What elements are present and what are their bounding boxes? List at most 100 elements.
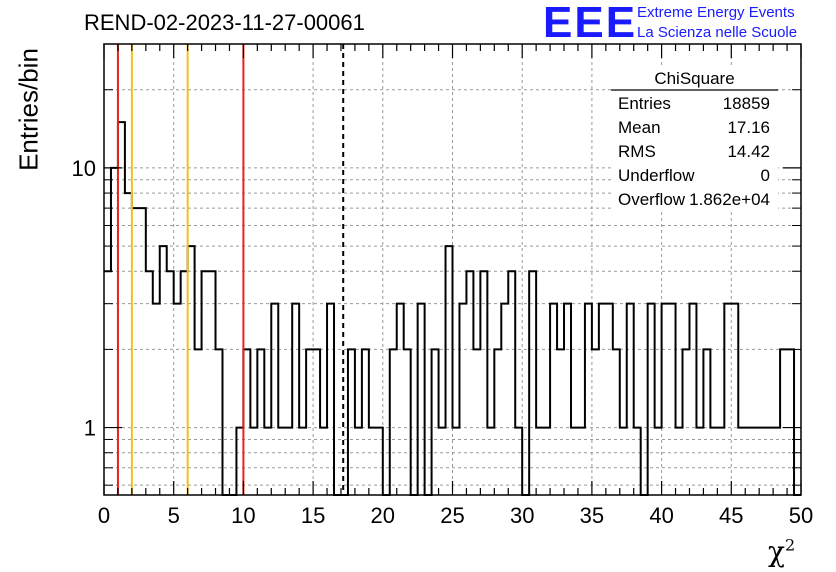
- histogram-bin: [766, 428, 773, 495]
- histogram-bin: [745, 428, 752, 495]
- histogram-bin: [536, 428, 543, 495]
- histogram-bin: [676, 428, 683, 495]
- histogram-bin: [529, 271, 536, 495]
- histogram-bin: [446, 246, 453, 495]
- histogram-bin: [216, 349, 223, 495]
- histogram-bin: [669, 304, 676, 495]
- histogram-bin: [710, 428, 717, 495]
- eee-logo: EEE: [543, 0, 638, 47]
- histogram-bin: [473, 349, 480, 495]
- histogram-bin: [592, 349, 599, 495]
- histogram-bin: [655, 428, 662, 495]
- histogram-bin: [578, 428, 585, 495]
- histogram-bin: [459, 304, 466, 495]
- chart-title: REND-02-2023-11-27-00061: [84, 10, 365, 35]
- stats-value: 0: [761, 166, 770, 185]
- x-tick-label: 40: [649, 503, 673, 528]
- histogram-bin: [689, 304, 696, 495]
- histogram-bin: [564, 304, 571, 495]
- histogram-bin: [627, 304, 634, 495]
- histogram-bin: [285, 428, 292, 495]
- histogram-bin: [202, 271, 209, 495]
- histogram-bin: [494, 349, 501, 495]
- histogram-bin: [453, 428, 460, 495]
- histogram-bin: [160, 246, 167, 495]
- histogram-bin: [738, 428, 745, 495]
- logo-line1: Extreme Energy Events: [637, 4, 795, 21]
- histogram-bin: [599, 304, 606, 495]
- histogram-bin: [257, 349, 264, 495]
- histogram-bin: [181, 271, 188, 495]
- histogram-bin: [620, 428, 627, 495]
- histogram-bin: [390, 349, 397, 495]
- histogram-bin: [571, 428, 578, 495]
- x-tick-label: 30: [510, 503, 534, 528]
- histogram-bin: [139, 208, 146, 495]
- histogram-bin: [418, 304, 425, 495]
- histogram-bin: [355, 428, 362, 495]
- histogram-bin: [543, 428, 550, 495]
- x-tick-label: 45: [719, 503, 743, 528]
- y-tick-label: 1: [84, 416, 96, 441]
- histogram-line: [104, 121, 801, 496]
- histogram-bin: [787, 349, 794, 495]
- histogram-bin: [606, 304, 613, 495]
- histogram-bin: [662, 304, 669, 495]
- histogram-bin: [466, 271, 473, 495]
- histogram-bin: [780, 349, 787, 495]
- histogram-bin: [125, 193, 132, 495]
- histogram-bin: [188, 246, 195, 495]
- histogram-bin: [271, 304, 278, 495]
- x-tick-label: 15: [301, 503, 325, 528]
- histogram-bin: [292, 304, 299, 495]
- stats-label: Mean: [618, 118, 661, 137]
- histogram-bin: [327, 304, 334, 495]
- histogram-bin: [487, 428, 494, 495]
- x-axis-label: χ2: [768, 535, 796, 568]
- histogram-bin: [550, 304, 557, 495]
- y-tick-label: 10: [72, 156, 96, 181]
- histogram-bin: [111, 168, 118, 495]
- x-tick-label: 0: [98, 503, 110, 528]
- histogram-bin: [404, 349, 411, 495]
- histogram-bin: [613, 349, 620, 495]
- histogram-bin: [209, 271, 216, 495]
- histogram-bin: [264, 428, 271, 495]
- logo-line2: La Scienza nelle Scuole: [637, 24, 798, 41]
- histogram-bin: [369, 428, 376, 495]
- stats-value: 18859: [723, 94, 770, 113]
- histogram-bin: [717, 428, 724, 495]
- histogram-bin: [313, 349, 320, 495]
- histogram-bin: [174, 304, 181, 495]
- x-tick-label: 20: [371, 503, 395, 528]
- histogram-bin: [648, 304, 655, 495]
- histogram-bin: [557, 349, 564, 495]
- histogram-bin: [299, 428, 306, 495]
- histogram-bin: [683, 349, 690, 495]
- x-tick-label: 25: [440, 503, 464, 528]
- x-tick-label: 5: [168, 503, 180, 528]
- histogram-bin: [752, 428, 759, 495]
- histogram-bin: [759, 428, 766, 495]
- histogram-bin: [696, 428, 703, 495]
- histogram-bin: [320, 428, 327, 495]
- x-tick-label: 10: [231, 503, 255, 528]
- histogram-bin: [195, 349, 202, 495]
- stats-label: RMS: [618, 142, 656, 161]
- histogram-bin: [153, 304, 160, 495]
- stats-box-title: ChiSquare: [654, 69, 734, 88]
- histogram-bin: [376, 428, 383, 495]
- stats-value: 14.42: [727, 142, 770, 161]
- stats-value: 1.862e+04: [689, 190, 770, 209]
- histogram-bin: [278, 428, 285, 495]
- histogram-bin: [480, 271, 487, 495]
- histogram-bin: [348, 349, 355, 495]
- histogram-bin: [362, 349, 369, 495]
- histogram-bin: [397, 304, 404, 495]
- stats-label: Overflow: [618, 190, 686, 209]
- histogram-bin: [104, 271, 111, 495]
- stats-value: 17.16: [727, 118, 770, 137]
- histogram-bin: [508, 271, 515, 495]
- histogram-bin: [243, 349, 250, 495]
